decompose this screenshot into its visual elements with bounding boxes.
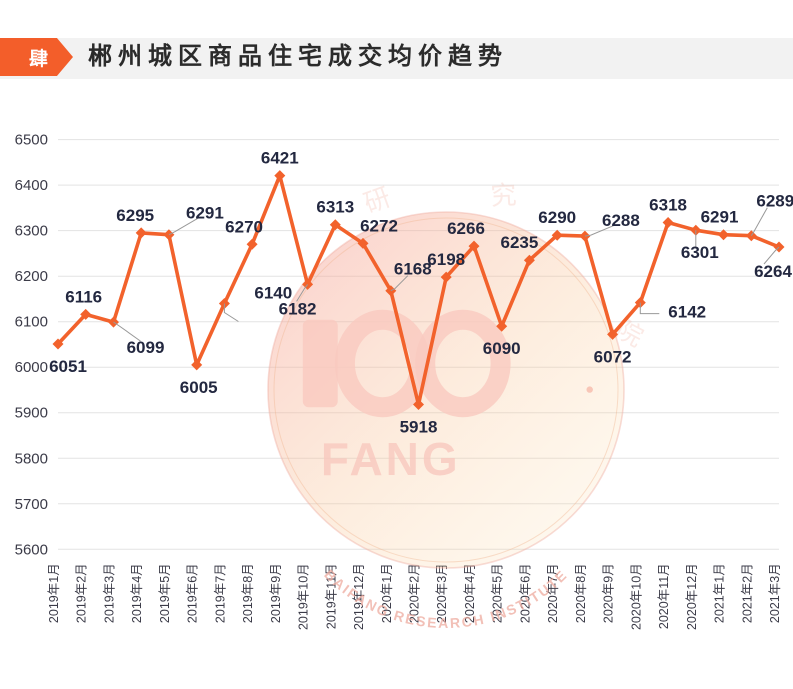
svg-text:6099: 6099 — [127, 338, 165, 357]
svg-text:2019年10月: 2019年10月 — [297, 563, 311, 630]
svg-text:6072: 6072 — [594, 347, 632, 366]
svg-text:2021年1月: 2021年1月 — [713, 563, 727, 623]
svg-text:6270: 6270 — [225, 217, 263, 236]
svg-text:6100: 6100 — [15, 314, 48, 331]
svg-text:6318: 6318 — [649, 196, 687, 215]
svg-text:研: 研 — [360, 182, 395, 219]
svg-text:2019年6月: 2019年6月 — [186, 563, 200, 623]
svg-text:6000: 6000 — [15, 359, 48, 376]
svg-text:究: 究 — [490, 180, 518, 211]
svg-text:6090: 6090 — [483, 339, 521, 358]
svg-text:5900: 5900 — [15, 405, 48, 422]
svg-text:5700: 5700 — [15, 496, 48, 513]
svg-text:2020年12月: 2020年12月 — [685, 563, 699, 630]
svg-text:5800: 5800 — [15, 450, 48, 467]
svg-text:6264: 6264 — [754, 262, 792, 281]
svg-text:FANG: FANG — [321, 433, 461, 485]
svg-text:2020年8月: 2020年8月 — [574, 563, 588, 623]
svg-text:5918: 5918 — [400, 418, 438, 437]
svg-text:6288: 6288 — [602, 211, 640, 230]
svg-text:2021年3月: 2021年3月 — [768, 563, 782, 623]
svg-text:6289: 6289 — [756, 192, 793, 211]
svg-text:6272: 6272 — [360, 216, 398, 235]
svg-text:2020年10月: 2020年10月 — [629, 563, 643, 630]
svg-text:2019年8月: 2019年8月 — [241, 563, 255, 623]
svg-text:2019年1月: 2019年1月 — [47, 563, 61, 623]
svg-text:6200: 6200 — [15, 268, 48, 285]
svg-text:5600: 5600 — [15, 541, 48, 558]
svg-text:6182: 6182 — [279, 299, 317, 318]
svg-text:6295: 6295 — [116, 206, 154, 225]
svg-text:2019年4月: 2019年4月 — [130, 563, 144, 623]
svg-text:6291: 6291 — [701, 208, 739, 227]
svg-text:6291: 6291 — [186, 204, 224, 223]
svg-text:6235: 6235 — [500, 233, 538, 252]
svg-text:6400: 6400 — [15, 177, 48, 194]
svg-text:6198: 6198 — [427, 250, 465, 269]
svg-text:6290: 6290 — [538, 208, 576, 227]
svg-text:2019年3月: 2019年3月 — [103, 563, 117, 623]
svg-text:2020年3月: 2020年3月 — [435, 563, 449, 623]
svg-text:2019年2月: 2019年2月 — [75, 563, 89, 623]
svg-text:2021年2月: 2021年2月 — [740, 563, 754, 623]
svg-text:6300: 6300 — [15, 223, 48, 240]
svg-text:2019年5月: 2019年5月 — [158, 563, 172, 623]
svg-text:6168: 6168 — [394, 260, 432, 279]
svg-text:2020年9月: 2020年9月 — [602, 563, 616, 623]
svg-text:2020年11月: 2020年11月 — [657, 563, 671, 629]
svg-text:6313: 6313 — [316, 198, 354, 217]
svg-text:6500: 6500 — [15, 132, 48, 149]
svg-text:2019年7月: 2019年7月 — [213, 563, 227, 623]
svg-text:6266: 6266 — [447, 219, 485, 238]
svg-text:6116: 6116 — [65, 287, 102, 306]
svg-text:6142: 6142 — [668, 303, 706, 322]
svg-text:6301: 6301 — [681, 243, 719, 262]
svg-text:6005: 6005 — [180, 378, 218, 397]
svg-text:2019年9月: 2019年9月 — [269, 563, 283, 623]
svg-text:6421: 6421 — [261, 149, 299, 168]
svg-text:6051: 6051 — [49, 357, 87, 376]
